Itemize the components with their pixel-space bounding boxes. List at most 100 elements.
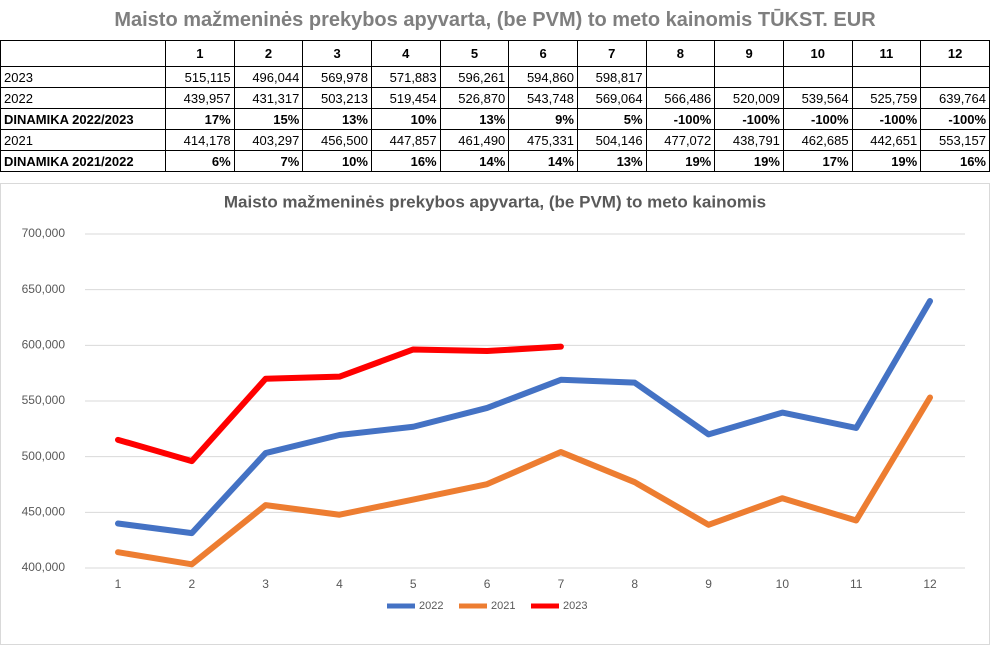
y-tick-label: 400,000 bbox=[22, 560, 66, 574]
table-row: DINAMIKA 2021/2022 6% 7% 10% 16% 14% 14% 13% 19%… bbox=[0, 150, 990, 172]
x-tick-label: 5 bbox=[410, 577, 417, 591]
table-cell: 17% bbox=[165, 108, 235, 130]
table-cell: 456,500 bbox=[302, 129, 372, 151]
table-cell: 6% bbox=[165, 150, 235, 172]
header-cell: 1 bbox=[165, 40, 235, 67]
line-series bbox=[115, 298, 933, 537]
legend-label: 2021 bbox=[491, 600, 515, 612]
x-tick-label: 11 bbox=[850, 577, 863, 591]
table-cell: 10% bbox=[302, 150, 372, 172]
table-cell: 515,115 bbox=[165, 66, 235, 88]
table-row: DINAMIKA 2022/2023 17% 15% 13% 10% 13% 9% 5% -10… bbox=[0, 108, 990, 130]
table-row: 2023 515,115 496,044 569,978 571,883 596,261 5… bbox=[0, 66, 990, 88]
row-label: 2021 bbox=[0, 129, 166, 151]
table-cell: 461,490 bbox=[439, 129, 510, 151]
x-tick-label: 6 bbox=[484, 577, 491, 591]
x-tick-label: 4 bbox=[336, 577, 343, 591]
x-tick-label: 2 bbox=[188, 577, 195, 591]
row-label: DINAMIKA 2021/2022 bbox=[0, 150, 166, 172]
table-cell: 503,213 bbox=[302, 87, 372, 109]
header-cell: 3 bbox=[302, 40, 372, 67]
table-cell: 526,870 bbox=[439, 87, 510, 109]
table-cell: 566,486 bbox=[645, 87, 716, 109]
table-cell: -100% bbox=[714, 108, 784, 130]
table-cell: -100% bbox=[920, 108, 990, 130]
data-table: 1 2 3 4 5 6 7 8 9 10 11 12 2023 515,115 496,044 569,978… bbox=[0, 40, 990, 172]
table-cell: 439,957 bbox=[165, 87, 235, 109]
table-row: 2021 414,178 403,297 456,500 447,857 461,490 4… bbox=[0, 129, 990, 151]
x-tick-label: 1 bbox=[115, 577, 122, 591]
header-cell: 4 bbox=[370, 40, 441, 67]
table-cell: -100% bbox=[782, 108, 853, 130]
table-row: 2022 439,957 431,317 503,213 519,454 526,870 5… bbox=[0, 87, 990, 109]
x-tick-label: 7 bbox=[558, 577, 565, 591]
table-cell: 414,178 bbox=[165, 129, 235, 151]
y-tick-label: 600,000 bbox=[22, 338, 66, 352]
table-cell: 14% bbox=[508, 150, 578, 172]
header-cell: 10 bbox=[782, 40, 853, 67]
table-cell: 525,759 bbox=[851, 87, 922, 109]
y-tick-label: 650,000 bbox=[22, 282, 66, 296]
table-cell: 19% bbox=[714, 150, 784, 172]
table-cell: 19% bbox=[645, 150, 716, 172]
table-cell: 7% bbox=[233, 150, 304, 172]
table-cell: 13% bbox=[576, 150, 647, 172]
chart-frame bbox=[0, 183, 990, 645]
table-cell: 10% bbox=[370, 108, 441, 130]
table-title: Maisto mažmeninės prekybos apyvarta, (be… bbox=[114, 9, 876, 31]
line-series bbox=[115, 394, 933, 568]
chart-title: Maisto mažmeninės prekybos apyvarta, (be… bbox=[224, 192, 766, 211]
table-cell: -100% bbox=[851, 108, 922, 130]
y-tick-label: 500,000 bbox=[22, 449, 66, 463]
row-label: 2023 bbox=[0, 66, 166, 88]
table-cell: 504,146 bbox=[576, 129, 647, 151]
header-row: 1 2 3 4 5 6 7 8 9 10 11 12 bbox=[0, 40, 990, 67]
table-cell: 16% bbox=[920, 150, 990, 172]
table-cell: 442,651 bbox=[851, 129, 922, 151]
table-cell: 447,857 bbox=[370, 129, 441, 151]
legend-label: 2023 bbox=[563, 600, 587, 612]
header-cell: 9 bbox=[714, 40, 784, 67]
y-tick-label: 450,000 bbox=[22, 505, 66, 519]
table-cell: 639,764 bbox=[920, 87, 990, 109]
table-cell: 19% bbox=[851, 150, 922, 172]
table-cell: 13% bbox=[439, 108, 510, 130]
table-cell: 569,064 bbox=[576, 87, 647, 109]
table-cell: 475,331 bbox=[508, 129, 578, 151]
table-cell: 553,157 bbox=[920, 129, 990, 151]
table-cell: 598,817 bbox=[576, 66, 647, 88]
table-cell: 462,685 bbox=[782, 129, 853, 151]
table-cell: 13% bbox=[302, 108, 372, 130]
table-cell: 596,261 bbox=[439, 66, 510, 88]
table-cell: 16% bbox=[370, 150, 441, 172]
table-cell: 403,297 bbox=[233, 129, 304, 151]
header-cell: 12 bbox=[920, 40, 990, 67]
header-cell: 7 bbox=[576, 40, 647, 67]
header-cell: 11 bbox=[851, 40, 922, 67]
table-cell bbox=[645, 66, 716, 88]
x-tick-label: 12 bbox=[923, 577, 937, 591]
x-tick-label: 10 bbox=[776, 577, 790, 591]
table-cell: -100% bbox=[645, 108, 716, 130]
x-tick-label: 8 bbox=[631, 577, 638, 591]
x-tick-label: 3 bbox=[262, 577, 269, 591]
row-label: DINAMIKA 2022/2023 bbox=[0, 108, 166, 130]
table-cell bbox=[851, 66, 922, 88]
table-cell bbox=[782, 66, 853, 88]
table-cell: 571,883 bbox=[370, 66, 441, 88]
table-cell: 14% bbox=[439, 150, 510, 172]
table-cell: 5% bbox=[576, 108, 647, 130]
table-cell: 17% bbox=[782, 150, 853, 172]
table-cell: 496,044 bbox=[233, 66, 304, 88]
header-cell: 6 bbox=[508, 40, 578, 67]
line-series bbox=[115, 343, 564, 465]
table-cell bbox=[714, 66, 784, 88]
table-cell: 594,860 bbox=[508, 66, 578, 88]
table-cell: 431,317 bbox=[233, 87, 304, 109]
table-cell: 15% bbox=[233, 108, 304, 130]
y-tick-label: 550,000 bbox=[22, 393, 66, 407]
table-cell: 539,564 bbox=[782, 87, 853, 109]
table-cell: 543,748 bbox=[508, 87, 578, 109]
header-cell bbox=[0, 40, 166, 67]
